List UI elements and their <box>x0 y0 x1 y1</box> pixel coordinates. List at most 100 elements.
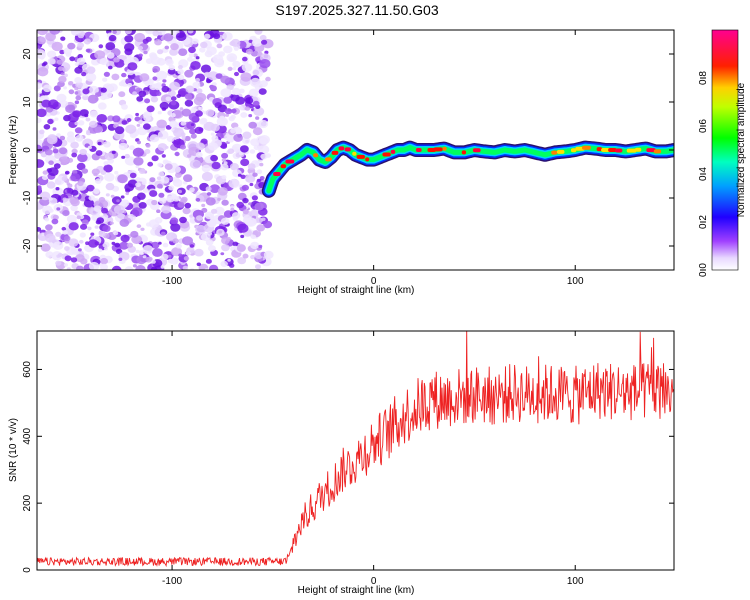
colorbar-tick-label: 0.8 <box>698 71 709 85</box>
noise-speckle <box>77 32 85 39</box>
noise-speckle <box>193 96 204 106</box>
noise-speckle <box>218 230 223 234</box>
noise-speckle <box>228 103 235 109</box>
snr-line-group <box>37 331 674 568</box>
ridge-hot-spot <box>570 148 577 153</box>
noise-speckle <box>207 231 212 236</box>
noise-speckle <box>244 106 251 111</box>
x-tick-label: 0 <box>371 576 377 587</box>
colorbar-gradient <box>711 29 739 271</box>
noise-speckle <box>164 45 170 50</box>
noise-speckle <box>205 197 216 206</box>
noise-speckle <box>183 174 193 183</box>
noise-speckle <box>42 170 48 175</box>
noise-speckle <box>226 136 235 143</box>
noise-speckle <box>96 217 105 224</box>
noise-speckle <box>90 232 95 236</box>
noise-speckle <box>148 219 160 229</box>
snr-x-label: Height of straight line (km) <box>298 585 415 596</box>
y-tick-label: -20 <box>22 238 33 253</box>
noise-speckle <box>221 237 230 245</box>
noise-speckle <box>118 81 125 87</box>
noise-speckle <box>237 257 247 265</box>
noise-speckle <box>189 244 195 248</box>
noise-speckle <box>149 177 156 183</box>
ridge-hot-spot <box>325 157 332 162</box>
snr-x-axis: -100 0 100 <box>162 331 584 587</box>
noise-speckle <box>184 69 194 78</box>
noise-speckle <box>101 207 109 214</box>
noise-speckle <box>63 86 67 90</box>
ridge-hot-spot <box>356 154 365 159</box>
noise-speckle <box>211 135 219 142</box>
noise-speckle <box>124 35 134 43</box>
noise-speckle <box>195 56 200 60</box>
noise-speckle <box>133 157 144 166</box>
noise-speckle <box>113 57 120 63</box>
noise-speckle <box>59 100 69 108</box>
noise-speckle <box>58 75 67 83</box>
noise-speckle <box>60 36 66 41</box>
noise-speckle <box>217 197 221 201</box>
noise-speckle <box>45 149 53 156</box>
noise-speckle <box>259 176 265 180</box>
noise-speckle <box>189 214 194 218</box>
noise-speckle <box>230 207 235 212</box>
noise-speckle <box>71 148 78 154</box>
noise-speckle <box>51 41 63 52</box>
noise-speckle <box>175 243 182 249</box>
noise-speckle <box>71 248 80 256</box>
noise-speckle <box>150 56 161 65</box>
noise-speckle <box>106 52 115 59</box>
noise-speckle <box>104 172 115 182</box>
noise-speckle <box>120 138 125 142</box>
noise-speckle <box>151 199 158 206</box>
noise-speckle <box>207 245 216 252</box>
noise-speckle <box>177 74 185 81</box>
noise-speckle <box>129 132 137 139</box>
noise-speckle <box>62 230 68 235</box>
y-tick-label: 0 <box>22 567 33 573</box>
noise-speckle <box>181 135 186 140</box>
noise-speckle <box>170 217 179 225</box>
noise-speckle <box>129 172 137 179</box>
noise-speckle <box>242 253 249 259</box>
snr-y-axis: 0 200 400 600 <box>22 361 674 573</box>
noise-speckle <box>160 265 165 269</box>
noise-speckle <box>206 46 217 56</box>
noise-speckle <box>189 128 197 135</box>
noise-speckle <box>47 58 56 65</box>
noise-speckle <box>102 77 108 82</box>
noise-speckle <box>79 239 84 244</box>
noise-speckle <box>184 135 191 142</box>
colorbar-tick-label: 0.6 <box>698 119 709 133</box>
noise-speckle <box>57 66 64 71</box>
noise-speckle <box>245 97 254 104</box>
noise-speckle <box>72 110 82 118</box>
noise-speckle <box>87 226 92 231</box>
noise-speckle <box>68 104 75 110</box>
noise-speckle <box>204 157 210 162</box>
noise-speckle <box>89 120 98 128</box>
noise-speckle <box>195 151 203 158</box>
noise-speckle <box>136 140 141 145</box>
noise-speckle <box>256 217 263 224</box>
noise-speckle <box>238 184 243 188</box>
noise-speckle <box>88 195 95 201</box>
noise-speckle <box>230 128 237 134</box>
noise-speckle <box>149 190 158 197</box>
noise-speckle <box>180 121 187 126</box>
noise-speckle <box>76 57 86 65</box>
ridge-hot-spot <box>551 150 558 155</box>
noise-speckle <box>74 77 83 84</box>
y-tick-label: 10 <box>22 96 33 108</box>
noise-speckle <box>227 148 235 154</box>
noise-speckle <box>68 89 75 95</box>
noise-speckle <box>69 196 79 205</box>
noise-speckle <box>179 216 187 224</box>
noise-speckle <box>70 141 79 149</box>
noise-speckle <box>154 85 161 91</box>
noise-speckle <box>40 243 51 252</box>
noise-speckle <box>146 105 155 113</box>
noise-speckle <box>232 241 239 247</box>
